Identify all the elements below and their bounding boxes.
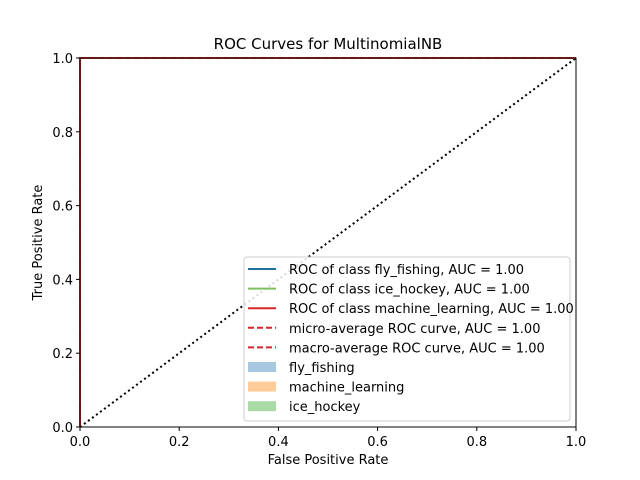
legend-patch-label-1: machine_learning	[289, 381, 404, 396]
y-tick-label: 0.6	[52, 200, 73, 215]
legend-patch-swatch-0	[248, 362, 276, 372]
axis-ticks: 0.0 0.2 0.4 0.6 0.8 1.0 0.0 0.2 0.4 0.6 0.8 1.0	[52, 52, 586, 450]
legend-label-2: ROC of class machine_learning, AUC = 1.0…	[289, 302, 574, 317]
legend-label-4: macro-average ROC curve, AUC = 1.00	[289, 341, 545, 356]
y-axis-label: True Positive Rate	[31, 185, 46, 302]
y-tick-label: 0.8	[52, 126, 73, 141]
y-tick-label: 0.4	[52, 273, 73, 288]
x-tick-label: 0.6	[367, 435, 388, 450]
legend-label-1: ROC of class ice_hockey, AUC = 1.00	[289, 283, 530, 298]
x-tick-label: 0.4	[268, 435, 289, 450]
x-tick-label: 0.8	[466, 435, 487, 450]
legend-label-0: ROC of class fly_fishing, AUC = 1.00	[289, 263, 524, 278]
legend-patch-label-0: fly_fishing	[289, 361, 355, 376]
legend-patch-label-2: ice_hockey	[289, 400, 361, 415]
x-tick-label: 1.0	[566, 435, 587, 450]
legend: ROC of class fly_fishing, AUC = 1.00 ROC …	[243, 256, 574, 422]
x-axis-label: False Positive Rate	[268, 453, 389, 468]
chart-title: ROC Curves for MultinomialNB	[214, 35, 443, 53]
diagonal-reference-line	[79, 57, 577, 428]
legend-label-3: micro-average ROC curve, AUC = 1.00	[289, 322, 540, 337]
x-tick-label: 0.2	[169, 435, 190, 450]
axes-frame	[79, 57, 577, 428]
legend-patch-swatch-2	[248, 401, 276, 412]
y-tick-label: 0.2	[52, 347, 73, 362]
x-tick-label: 0.0	[70, 435, 91, 450]
y-tick-label: 0.0	[52, 421, 73, 436]
legend-patch-swatch-1	[248, 381, 276, 392]
legend-box	[243, 256, 571, 422]
y-tick-label: 1.0	[52, 52, 73, 67]
